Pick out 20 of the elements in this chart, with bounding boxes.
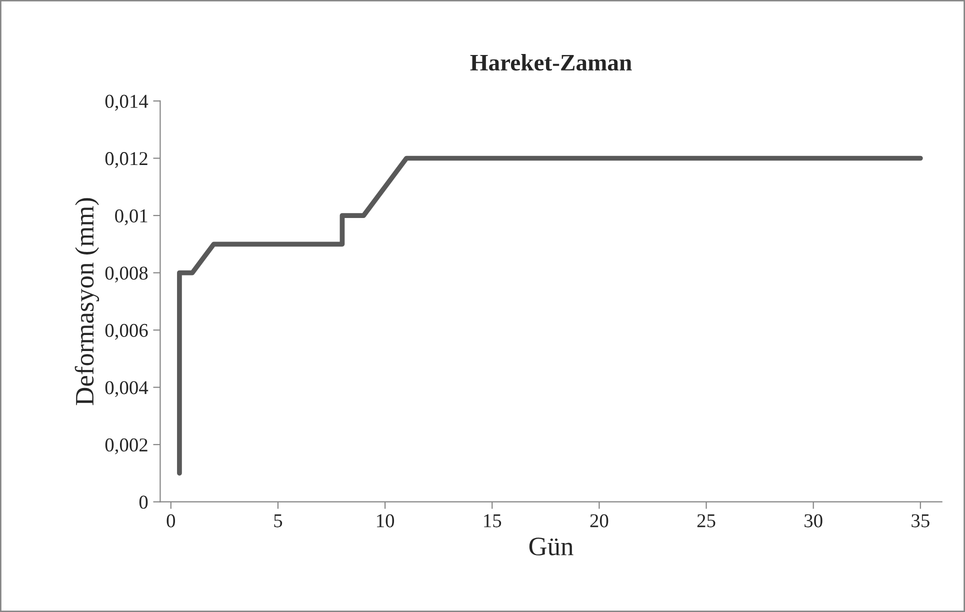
x-tick-label: 25: [697, 514, 716, 528]
x-tick-label: 20: [590, 514, 608, 528]
y-tick-label: 0,012: [105, 152, 148, 168]
y-tick-label: 0,008: [105, 266, 148, 283]
y-tick-label: 0: [139, 496, 148, 509]
x-tick-label: 5: [274, 514, 282, 528]
x-tick-label: 10: [377, 514, 394, 528]
y-axis-title: Deformasyon (mm): [74, 198, 100, 406]
chart-title: Hareket-Zaman: [470, 54, 632, 71]
y-tick-label: 0,01: [115, 209, 148, 226]
x-axis-title: Gün: [529, 538, 574, 556]
x-tick-label: 35: [912, 514, 930, 528]
x-tick-label: 30: [804, 514, 822, 528]
y-tick-label: 0,004: [105, 381, 148, 398]
y-tick-label: 0,006: [105, 324, 148, 340]
line-series: [177, 156, 923, 476]
y-tick-label: 0,002: [105, 438, 148, 454]
y-tick-label: 0,014: [105, 94, 148, 111]
x-tick-label: 0: [166, 514, 176, 528]
x-tick-label: 15: [484, 514, 502, 528]
